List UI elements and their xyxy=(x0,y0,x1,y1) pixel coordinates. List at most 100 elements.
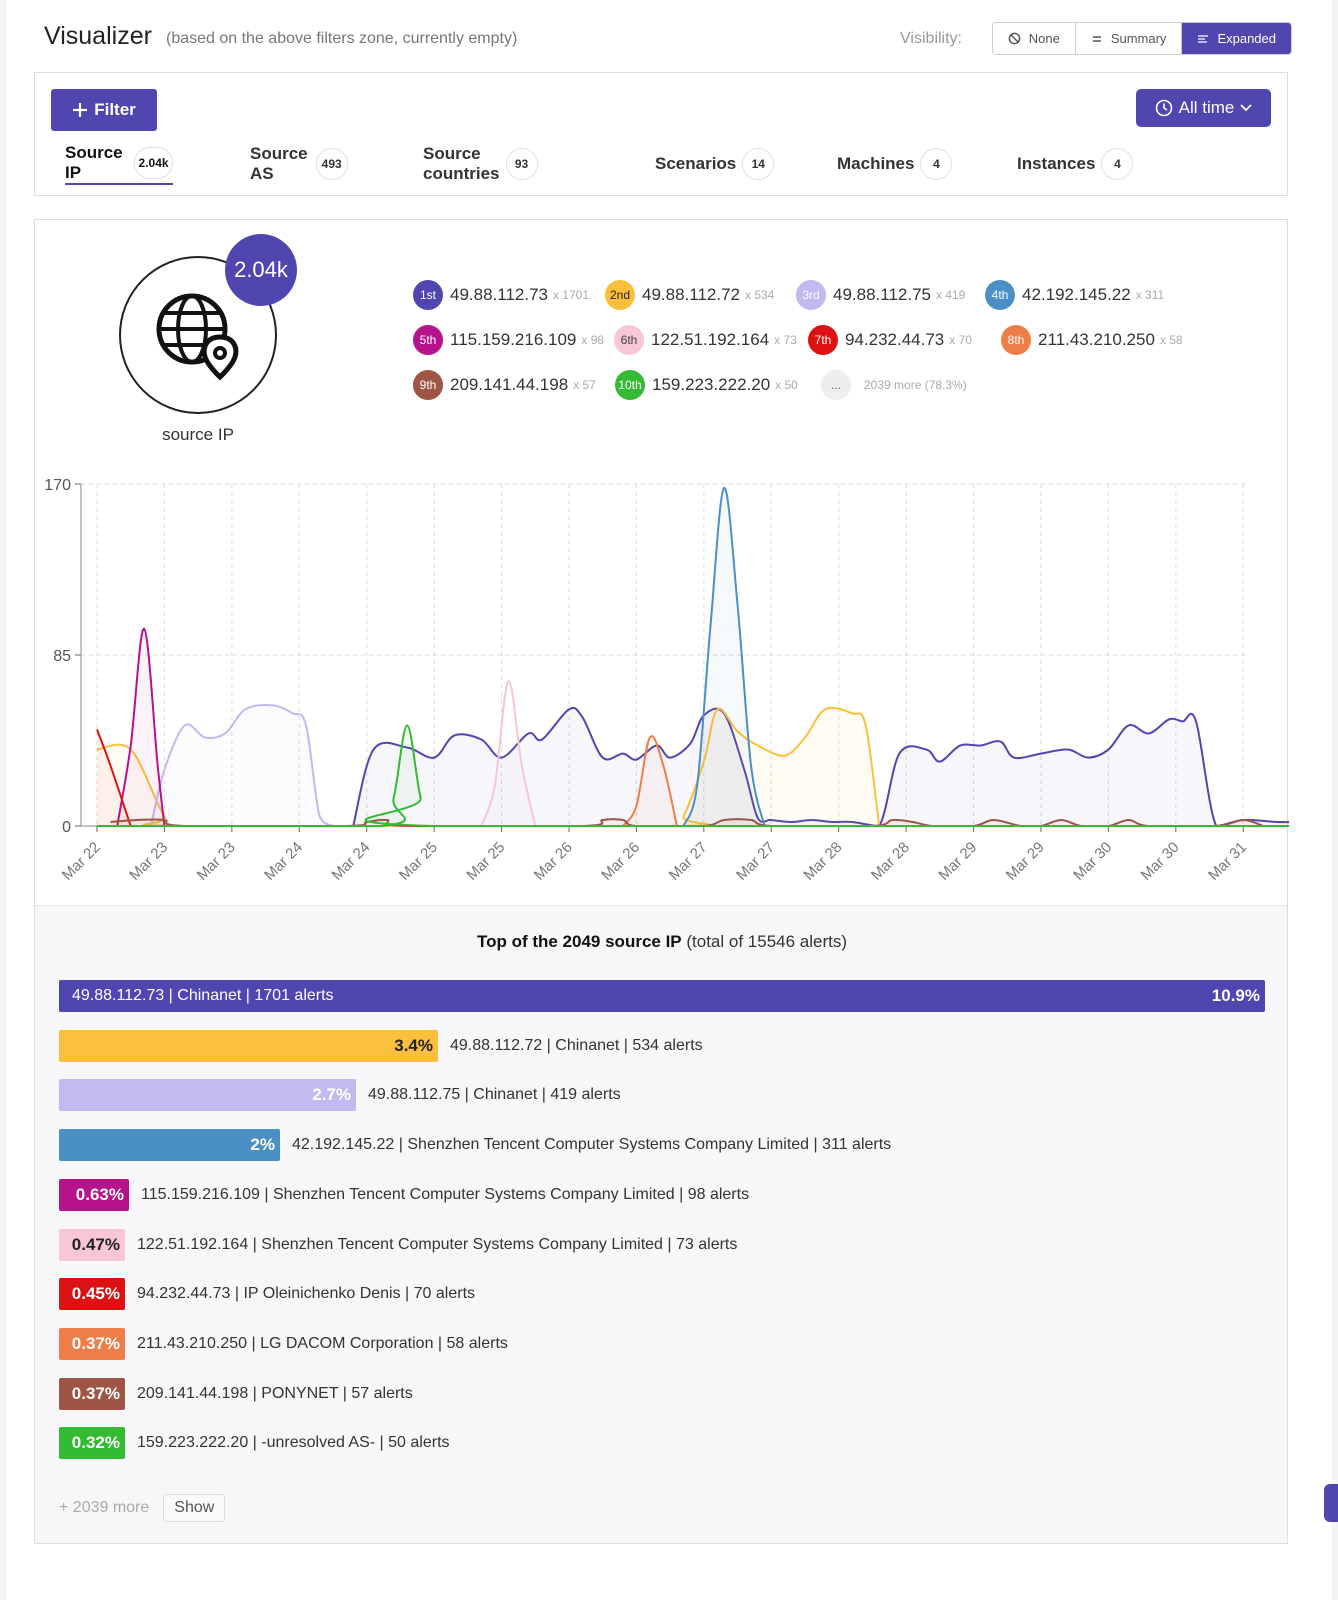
legend-ip: 211.43.210.250 xyxy=(1038,330,1155,349)
percentage-bar: 3.4% xyxy=(59,1029,438,1062)
series-line[interactable] xyxy=(480,680,537,827)
series-line[interactable] xyxy=(682,487,766,827)
legend-count: x 73 xyxy=(774,333,797,347)
tab-machines[interactable]: Machines 4 xyxy=(837,143,953,185)
rank-badge: 1st xyxy=(413,280,443,310)
legend-ip: 94.232.44.73 xyxy=(845,330,945,349)
series-line[interactable] xyxy=(96,706,881,828)
top-list-title: Top of the 2049 source IP (total of 1554… xyxy=(35,932,1289,952)
top-ip-row[interactable]: 0.37% 211.43.210.250 | LG DACOM Corporati… xyxy=(59,1327,1269,1360)
series-area xyxy=(150,704,333,826)
x-tick-label: Mar 29 xyxy=(1003,839,1048,884)
row-percentage: 0.45% xyxy=(71,1284,120,1304)
top-ip-row[interactable]: 0.63% 115.159.216.109 | Shenzhen Tencent … xyxy=(59,1178,1269,1211)
legend-count: x 311 xyxy=(1135,288,1165,302)
top-ip-row[interactable]: 0.32% 159.223.222.20 | -unresolved AS- | … xyxy=(59,1427,1269,1460)
equals-icon xyxy=(1092,35,1101,42)
side-panel-handle[interactable] xyxy=(1324,1484,1338,1522)
x-tick-label: Mar 23 xyxy=(126,839,171,884)
legend-item[interactable]: 6th 122.51.192.164 x 73 xyxy=(614,325,797,355)
x-tick-label: Mar 22 xyxy=(59,839,104,884)
tab-source-countries[interactable]: Source countries 93 xyxy=(423,143,538,185)
tab-scenarios[interactable]: Scenarios 14 xyxy=(655,143,775,185)
legend-count: x 534 xyxy=(745,288,775,302)
visibility-summary-label: Summary xyxy=(1110,31,1167,46)
visibility-none-button[interactable]: None xyxy=(992,23,1076,54)
series-line[interactable] xyxy=(622,735,678,827)
legend-item[interactable]: 5th 115.159.216.109 x 98 xyxy=(413,325,604,355)
show-more-button[interactable]: Show xyxy=(163,1494,226,1522)
legend-count: x 98 xyxy=(581,333,605,347)
source-ip-icon-circle xyxy=(119,256,277,414)
legend-more-item[interactable]: ... 2039 more (78.3%) xyxy=(821,370,967,400)
series-area xyxy=(97,707,880,826)
page-subtitle: (based on the above filters zone, curren… xyxy=(166,30,518,47)
legend-item[interactable]: 10th 159.223.222.20 x 50 xyxy=(615,370,798,400)
tab-count-badge: 93 xyxy=(505,148,538,180)
legend-ip: 159.223.222.20 xyxy=(652,375,771,394)
series-line[interactable] xyxy=(96,729,132,827)
legend-item[interactable]: 7th 94.232.44.73 x 70 xyxy=(808,325,972,355)
top-ip-row[interactable]: 0.47% 122.51.192.164 | Shenzhen Tencent C… xyxy=(59,1228,1269,1261)
timeline-svg: 0 85 170 Mar 22 Mar 23 Mar 23 Mar 24 Mar 24 Mar … xyxy=(44,477,1311,884)
visibility-expanded-button[interactable]: Expanded xyxy=(1182,23,1291,54)
tab-source-ip[interactable]: Source IP 2.04k xyxy=(65,143,173,185)
tab-count-badge: 2.04k xyxy=(134,147,173,179)
x-tick-label: Mar 26 xyxy=(531,839,576,884)
x-tick-label: Mar 28 xyxy=(800,839,845,884)
tab-source-as[interactable]: Source AS 493 xyxy=(250,143,348,185)
legend-item[interactable]: 9th 209.141.44.198 x 57 xyxy=(413,370,596,400)
x-tick-label: Mar 24 xyxy=(261,839,306,884)
percentage-bar: 2% xyxy=(59,1129,280,1162)
top-ip-row[interactable]: 3.4% 49.88.112.72 | Chinanet | 534 alerts xyxy=(59,1029,1269,1062)
percentage-bar: 2.7% xyxy=(59,1079,356,1112)
visibility-summary-button[interactable]: Summary xyxy=(1075,23,1183,54)
tab-instances[interactable]: Instances 4 xyxy=(1017,143,1134,185)
add-filter-button[interactable]: Filter xyxy=(51,89,157,131)
y-tick-label: 170 xyxy=(44,477,71,494)
x-tick-label: Mar 26 xyxy=(598,839,643,884)
legend-item[interactable]: 1st 49.88.112.73 x 1701 xyxy=(413,280,589,310)
series-area xyxy=(117,628,165,826)
more-count-text: + 2039 more xyxy=(59,1499,150,1516)
series-line[interactable] xyxy=(97,724,1311,828)
visualizer-header: Visualizer (based on the above filters z… xyxy=(44,18,1292,58)
legend-ip: 49.88.112.73 xyxy=(450,285,548,304)
row-text: 159.223.222.20 | -unresolved AS- | 50 al… xyxy=(137,1434,450,1452)
top-ip-row[interactable]: 2% 42.192.145.22 | Shenzhen Tencent Compu… xyxy=(59,1129,1269,1162)
legend-item[interactable]: 2nd 49.88.112.72 x 534 xyxy=(605,280,774,310)
x-tick-label: Mar 30 xyxy=(1138,839,1183,884)
tab-count-badge: 493 xyxy=(315,148,348,180)
tab-count-badge: 4 xyxy=(1101,148,1134,180)
legend-item[interactable]: 3rd 49.88.112.75 x 419 xyxy=(796,280,965,310)
legend-count: x 70 xyxy=(949,333,972,347)
series-line[interactable] xyxy=(352,706,1311,828)
row-text: 49.88.112.72 | Chinanet | 534 alerts xyxy=(450,1036,703,1054)
x-tick-label: Mar 30 xyxy=(1070,839,1115,884)
x-tick-label: Mar 24 xyxy=(328,839,373,884)
time-range-button[interactable]: All time xyxy=(1136,89,1271,127)
row-text: 42.192.145.22 | Shenzhen Tencent Compute… xyxy=(292,1136,892,1154)
alerts-timeline-chart: 0 85 170 Mar 22 Mar 23 Mar 23 Mar 24 Mar 24 Mar … xyxy=(35,470,1311,890)
legend-count: x 50 xyxy=(775,378,798,392)
more-row: + 2039 more Show xyxy=(59,1494,226,1522)
series-area xyxy=(622,736,677,826)
top-list-title-rest: (total of 15546 alerts) xyxy=(686,932,848,951)
series-area xyxy=(683,487,765,826)
series-line[interactable] xyxy=(116,627,166,827)
series-line[interactable] xyxy=(149,703,334,827)
top-ip-row[interactable]: 2.7% 49.88.112.75 | Chinanet | 419 alerts xyxy=(59,1079,1269,1112)
legend-item[interactable]: 4th 42.192.145.22 x 311 xyxy=(985,280,1164,310)
top-source-ip-list: Top of the 2049 source IP (total of 1554… xyxy=(35,905,1287,1543)
row-percentage: 0.63% xyxy=(75,1184,124,1204)
top-ip-row[interactable]: 0.37% 209.141.44.198 | PONYNET | 57 alert… xyxy=(59,1377,1269,1410)
filter-button-label: Filter xyxy=(94,100,136,119)
top-ip-row[interactable]: 0.45% 94.232.44.73 | IP Oleinichenko Deni… xyxy=(59,1278,1269,1311)
top-ip-row[interactable]: 49.88.112.73 | Chinanet | 1701 alerts 10.… xyxy=(59,980,1269,1012)
tab-label: Machines xyxy=(837,154,915,173)
x-tick-label: Mar 28 xyxy=(868,839,913,884)
percentage-bar: 49.88.112.73 | Chinanet | 1701 alerts 10.… xyxy=(59,980,1265,1012)
row-text: 211.43.210.250 | LG DACOM Corporation | … xyxy=(137,1334,508,1352)
x-tick-label: Mar 27 xyxy=(733,839,778,884)
legend-item[interactable]: 8th 211.43.210.250 x 58 xyxy=(1001,325,1183,355)
